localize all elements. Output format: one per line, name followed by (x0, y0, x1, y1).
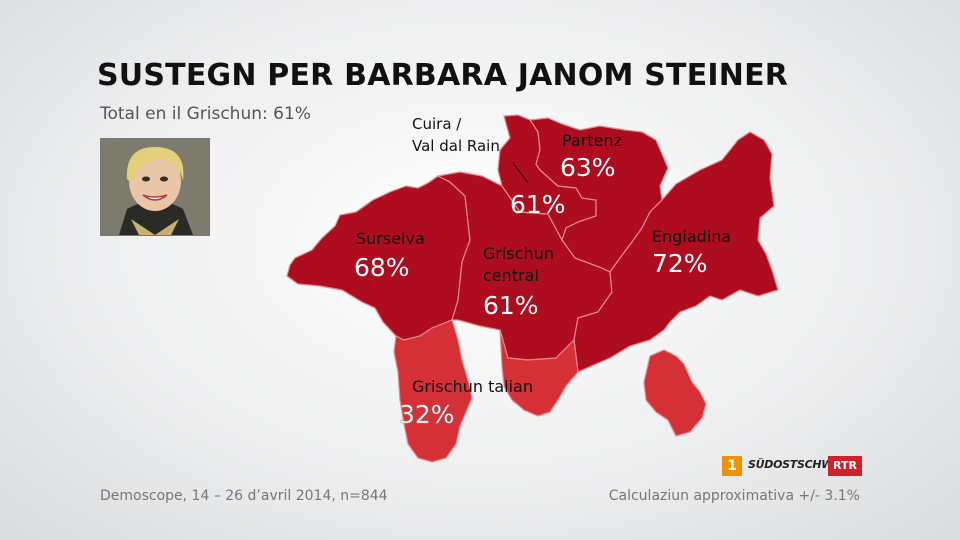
central-label-line1: Grischun (483, 244, 554, 263)
region-shape-grischun-talian-east[interactable] (499, 329, 579, 417)
cuira-value: 61% (510, 190, 566, 219)
source-note: Demoscope, 14 – 26 d’avril 2014, n=844 (100, 488, 388, 504)
rtr-logo: RTR (828, 456, 862, 476)
talian-label: Grischun talian (412, 377, 533, 396)
srf-logo: 1 (722, 456, 742, 476)
region-shape-engiadina[interactable] (573, 131, 779, 373)
region-shape-grischun-talian-poschiavo[interactable] (643, 349, 707, 437)
subtitle-total: Total en il Grischun: 61% (100, 104, 311, 124)
region-shape-grischun-talian-west[interactable] (393, 319, 473, 463)
partenz-value: 63% (560, 153, 616, 182)
engiadina-value: 72% (652, 249, 708, 278)
surselva-value: 68% (354, 253, 410, 282)
cuira-label-line2: Val dal Rain (412, 137, 500, 155)
talian-value: 32% (399, 400, 455, 429)
engiadina-label: Engiadina (652, 227, 731, 246)
candidate-photo (100, 138, 210, 236)
central-value: 61% (483, 291, 539, 320)
page-title: SUSTEGN PER BARBARA JANOM STEINER (97, 58, 789, 93)
margin-note: Calculaziun approximativa +/- 3.1% (608, 488, 860, 504)
suedostschweiz-logo: SÜDOSTSCHWEIZ (748, 458, 852, 471)
portrait-image (101, 139, 209, 235)
cuira-label-line1: Cuira / (412, 115, 462, 133)
central-label-line2: central (483, 266, 539, 285)
cuira-leader-line (512, 162, 529, 184)
surselva-label: Surselva (356, 229, 425, 248)
partenz-label: Partenz (562, 131, 622, 150)
